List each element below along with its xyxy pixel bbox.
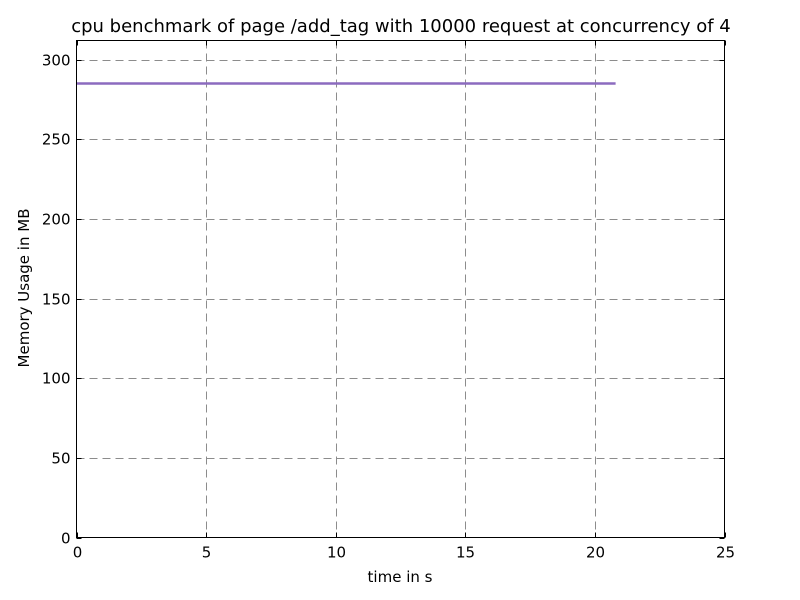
chart-title: cpu benchmark of page /add_tag with 1000… xyxy=(71,16,731,37)
x-tick-label: 5 xyxy=(202,544,212,562)
x-tick-label: 0 xyxy=(73,544,83,562)
y-tick-label: 250 xyxy=(42,131,71,149)
x-axis-label: time in s xyxy=(368,568,433,586)
y-tick-label: 100 xyxy=(42,370,71,388)
plot-frame xyxy=(76,40,725,538)
y-tick-label: 150 xyxy=(42,291,71,309)
y-tick-label: 50 xyxy=(51,450,70,468)
y-tick-label: 200 xyxy=(42,211,71,229)
x-tick-label: 25 xyxy=(716,544,735,562)
y-tick-label: 0 xyxy=(61,530,71,548)
y-tick-label: 300 xyxy=(42,52,71,70)
grid-layer xyxy=(76,40,725,538)
x-tick-label: 15 xyxy=(456,544,475,562)
x-tick-label: 20 xyxy=(586,544,605,562)
y-axis-label: Memory Usage in MB xyxy=(15,209,33,368)
x-tick-label: 10 xyxy=(327,544,346,562)
